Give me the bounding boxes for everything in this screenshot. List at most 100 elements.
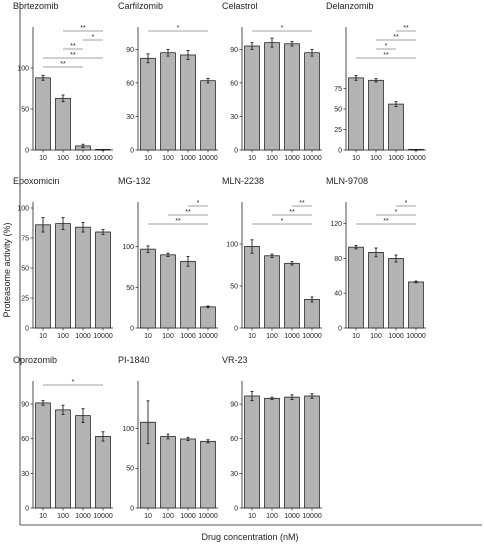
x-tick-label: 10 (352, 333, 360, 340)
y-tick-label: 0 (338, 147, 342, 154)
bar (388, 258, 404, 329)
bar (75, 415, 91, 509)
bar (55, 223, 71, 329)
x-tick-label: 100 (266, 333, 278, 340)
bar (35, 77, 51, 151)
x-tick-label: 10000 (93, 155, 113, 162)
bar (140, 248, 156, 329)
bar (180, 438, 196, 509)
y-tick-label: 100 (17, 205, 29, 212)
y-tick-label: 30 (230, 114, 238, 121)
panel-title: Oprozomib (13, 355, 57, 365)
y-tick-label: 100 (122, 244, 134, 251)
x-tick-label: 100 (266, 513, 278, 520)
y-tick-label: 50 (21, 265, 29, 272)
y-tick-label: 75 (21, 235, 29, 242)
bar (35, 402, 51, 509)
x-tick-label: 100 (57, 333, 69, 340)
significance-label: ** (70, 43, 76, 50)
significance-label: ** (393, 34, 399, 41)
y-tick-label: 120 (330, 221, 342, 228)
x-tick-label: 1000 (284, 155, 300, 162)
x-tick-label: 1000 (180, 333, 196, 340)
y-tick-label: 50 (126, 285, 134, 292)
x-tick-label: 10000 (406, 155, 426, 162)
x-tick-label: 100 (162, 333, 174, 340)
x-tick-label: 10 (248, 333, 256, 340)
bar (408, 281, 424, 329)
significance-label: ** (403, 25, 409, 32)
bar (284, 262, 300, 329)
x-tick-label: 10 (39, 333, 47, 340)
bar (75, 226, 91, 329)
bar (95, 436, 111, 509)
panel-title: VR-23 (222, 355, 248, 365)
y-tick-label: 90 (126, 47, 134, 54)
x-tick-label: 10000 (198, 155, 218, 162)
x-tick-label: 10 (144, 155, 152, 162)
bar (348, 77, 364, 151)
panel-carfilzomib: Carfilzomib 0 30 60 90 10 100 1000 10000 * (118, 1, 218, 162)
y-tick-label: 50 (230, 283, 238, 290)
x-tick-label: 1000 (388, 155, 404, 162)
bar (244, 246, 260, 329)
significance-label: ** (383, 218, 389, 225)
bar (200, 80, 216, 151)
x-tick-label: 100 (162, 513, 174, 520)
y-tick-label: 60 (21, 436, 29, 443)
x-tick-label: 10000 (198, 333, 218, 340)
panel-title: Delanzomib (326, 1, 374, 11)
x-tick-label: 10000 (93, 513, 113, 520)
x-tick-label: 1000 (180, 155, 196, 162)
bar (304, 395, 320, 509)
y-tick-label: 0 (25, 147, 29, 154)
y-tick-label: 90 (230, 401, 238, 408)
y-tick-label: 90 (21, 401, 29, 408)
x-tick-label: 1000 (284, 333, 300, 340)
x-tick-label: 10 (248, 513, 256, 520)
significance-label: ** (60, 61, 66, 68)
panel-celastrol: Celastrol 0 30 60 90 10 100 1000 10000 * (222, 1, 322, 162)
y-tick-label: 25 (21, 295, 29, 302)
y-tick-label: 0 (234, 505, 238, 512)
significance-label: ** (289, 209, 295, 216)
y-tick-label: 25 (334, 127, 342, 134)
bar (200, 440, 216, 509)
significance-label: ** (383, 52, 389, 59)
significance-label: ** (185, 209, 191, 216)
y-tick-label: 30 (21, 471, 29, 478)
x-tick-label: 10 (144, 513, 152, 520)
bar (180, 54, 196, 151)
significance-label: * (281, 218, 284, 225)
panel-title: MLN-2238 (222, 176, 264, 186)
bar (55, 409, 71, 509)
x-tick-label: 10 (39, 155, 47, 162)
panel-vr-23: VR-23 0 30 60 90 10 100 1000 10000 (222, 355, 322, 520)
bar (55, 97, 71, 151)
panel-title: PI-1840 (118, 355, 150, 365)
bar (264, 255, 280, 329)
x-tick-label: 1000 (75, 513, 91, 520)
x-tick-label: 10000 (302, 155, 322, 162)
bar (244, 395, 260, 509)
bar (284, 43, 300, 151)
y-tick-label: 30 (126, 114, 134, 121)
y-tick-label: 60 (230, 436, 238, 443)
panel-title: Bortezomib (13, 1, 59, 11)
bar (140, 57, 156, 151)
significance-label: * (281, 25, 284, 32)
y-tick-label: 40 (334, 291, 342, 298)
x-tick-label: 1000 (180, 513, 196, 520)
bar (35, 224, 51, 329)
y-tick-label: 80 (334, 256, 342, 263)
bar (304, 299, 320, 329)
bar (348, 246, 364, 329)
x-tick-label: 1000 (75, 333, 91, 340)
x-tick-label: 10000 (198, 513, 218, 520)
panel-title: Carfilzomib (118, 1, 163, 11)
panel-title: Celastrol (222, 1, 258, 11)
